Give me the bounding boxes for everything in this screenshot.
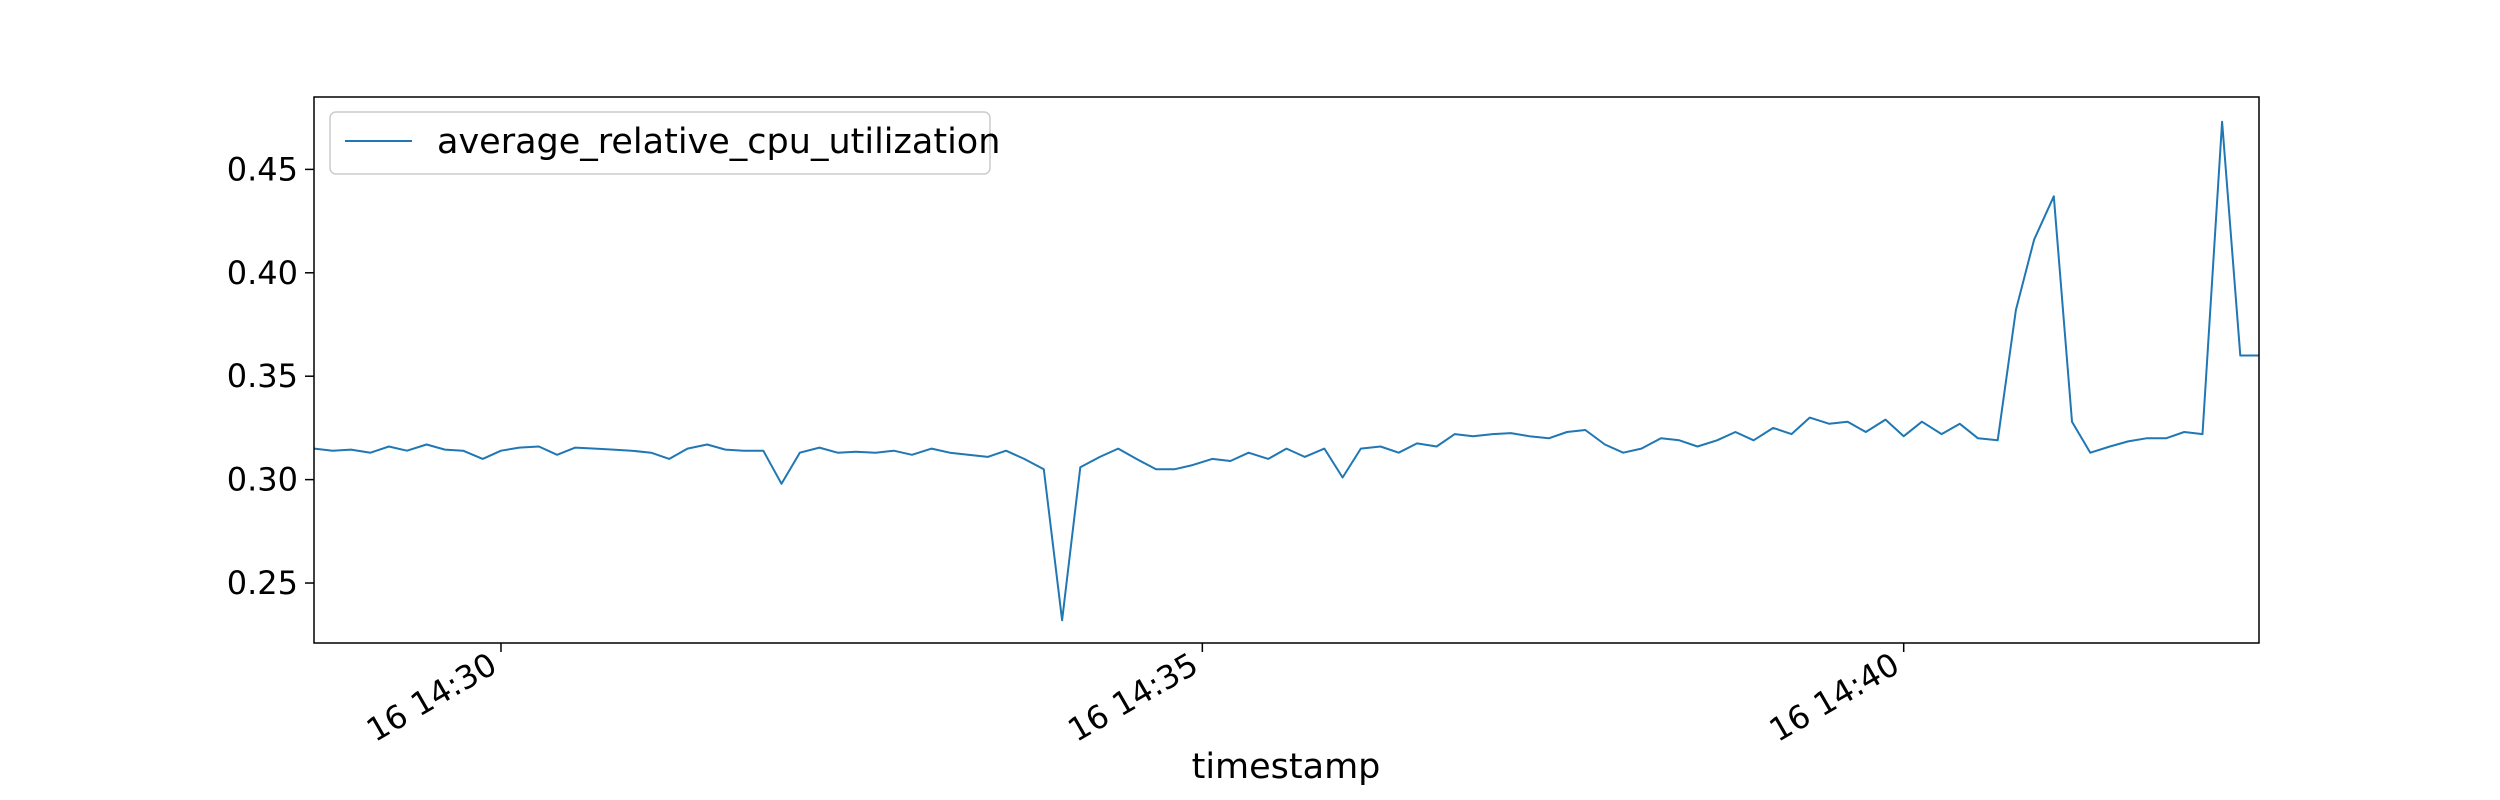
y-tick-label: 0.30 (227, 461, 298, 499)
legend: average_relative_cpu_utilization (329, 111, 1000, 175)
x-tick-label: 16 14:40 (1763, 645, 1906, 749)
y-axis: 0.25 0.30 0.35 0.40 0.45 (227, 150, 314, 602)
legend-label: average_relative_cpu_utilization (437, 122, 1000, 162)
y-tick-label: 0.45 (227, 150, 298, 188)
x-axis: 16 14:30 16 14:35 16 14:40 (360, 643, 1906, 749)
plot-area-frame (313, 96, 2260, 644)
series-line (314, 120, 2259, 622)
y-tick-label: 0.40 (227, 254, 298, 292)
y-tick-label: 0.25 (227, 564, 298, 602)
y-tick-label: 0.35 (227, 357, 298, 395)
legend-box (329, 111, 991, 175)
x-tick-label: 16 14:35 (1061, 645, 1204, 749)
x-tick-label: 16 14:30 (360, 645, 503, 749)
x-axis-title: timestamp (1192, 747, 1381, 787)
